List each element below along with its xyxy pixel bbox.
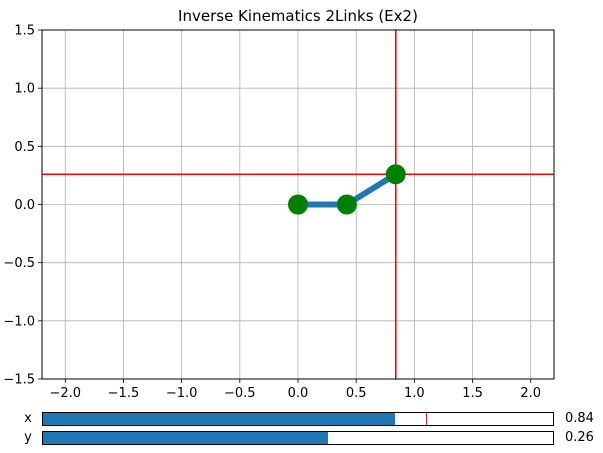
slider-x-initial-marker xyxy=(425,413,427,425)
y-tick-label: 0.5 xyxy=(14,140,35,155)
x-tick-label: 0.5 xyxy=(346,386,367,401)
x-tick-label: 0.0 xyxy=(288,386,309,401)
x-tick-label: −2.0 xyxy=(49,386,81,401)
slider-y[interactable] xyxy=(42,431,554,445)
chart-title: Inverse Kinematics 2Links (Ex2) xyxy=(178,7,418,25)
y-tick-label: 0.0 xyxy=(14,198,35,213)
arm-joint xyxy=(385,164,406,185)
x-tick-label: 1.0 xyxy=(404,386,425,401)
slider-x-value: 0.84 xyxy=(565,411,594,426)
slider-y-fill xyxy=(43,432,329,444)
x-tick-label: 2.0 xyxy=(520,386,541,401)
arm-joint xyxy=(288,194,308,215)
x-tick-label: −0.5 xyxy=(224,386,256,401)
slider-y-value: 0.26 xyxy=(565,430,594,445)
slider-x-label: x xyxy=(24,411,32,426)
x-tick-label: −1.5 xyxy=(108,386,140,401)
x-tick-label: −1.0 xyxy=(166,386,198,401)
slider-x[interactable] xyxy=(42,412,554,426)
x-tick-label: 1.5 xyxy=(462,386,483,401)
y-tick-label: −1.5 xyxy=(3,373,35,388)
y-tick-label: −1.0 xyxy=(3,314,35,329)
arm-joint xyxy=(336,194,357,215)
slider-x-fill xyxy=(43,413,396,425)
y-tick-label: 1.0 xyxy=(14,82,35,97)
robot-arm xyxy=(288,164,406,215)
y-tick-label: −0.5 xyxy=(3,256,35,271)
axis-ticks: −2.0 −1.5 −1.0 −0.5 0.0 0.5 1.0 1.5 2.0 1.5 1.0 0.5… xyxy=(3,24,541,402)
slider-y-label: y xyxy=(24,430,32,445)
target-crosshair xyxy=(42,30,554,379)
y-tick-label: 1.5 xyxy=(14,24,35,39)
